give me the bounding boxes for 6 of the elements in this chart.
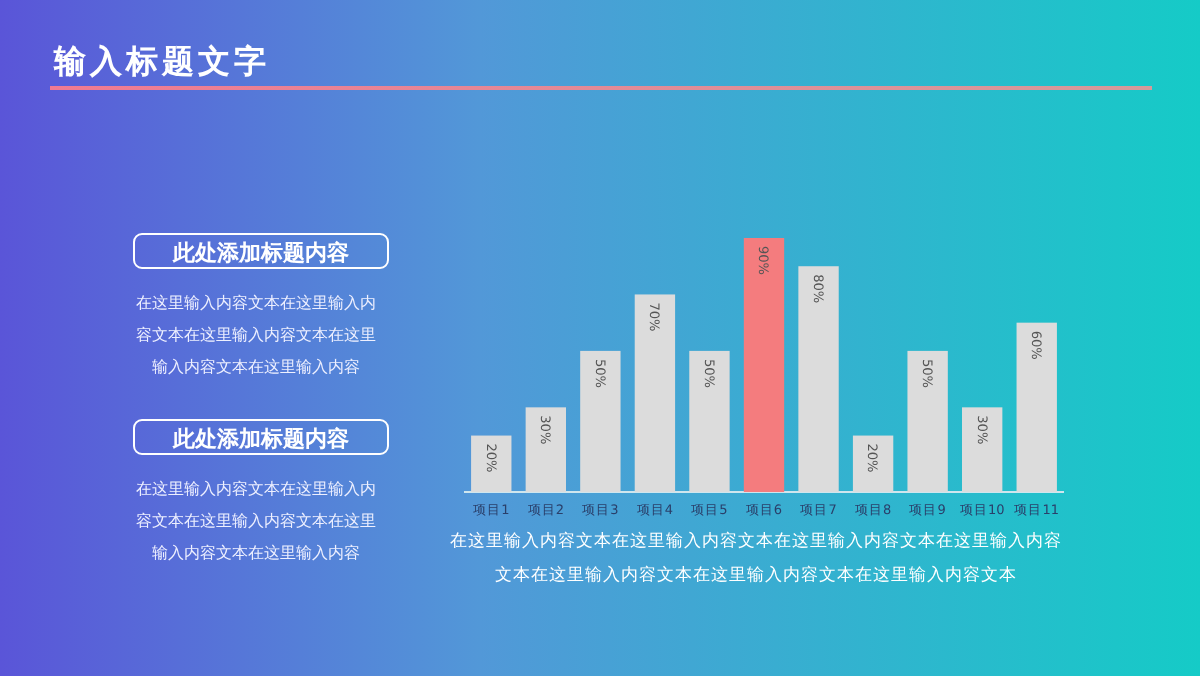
text: 在这里输入内容文本在这里输入内容文本在这里输入内容文本在这里输入内容文本在这里输入内容 bbox=[136, 478, 376, 562]
text: 在这里输入内容文本在这里输入内容文本在这里输入内容文本在这里输入内容文本在这里输入内容 bbox=[136, 292, 376, 376]
text: 在这里输入内容文本在这里输入内容文本在这里输入内容文本在这里输入内容文本在这里输入内容文本在这里输入内容文本在这里输入内容文本 bbox=[450, 530, 1062, 586]
text: 此处添加标题内容 bbox=[171, 240, 349, 266]
text: 此处添加标题内容 bbox=[171, 426, 349, 452]
text: 输入标题文字 bbox=[52, 42, 270, 80]
